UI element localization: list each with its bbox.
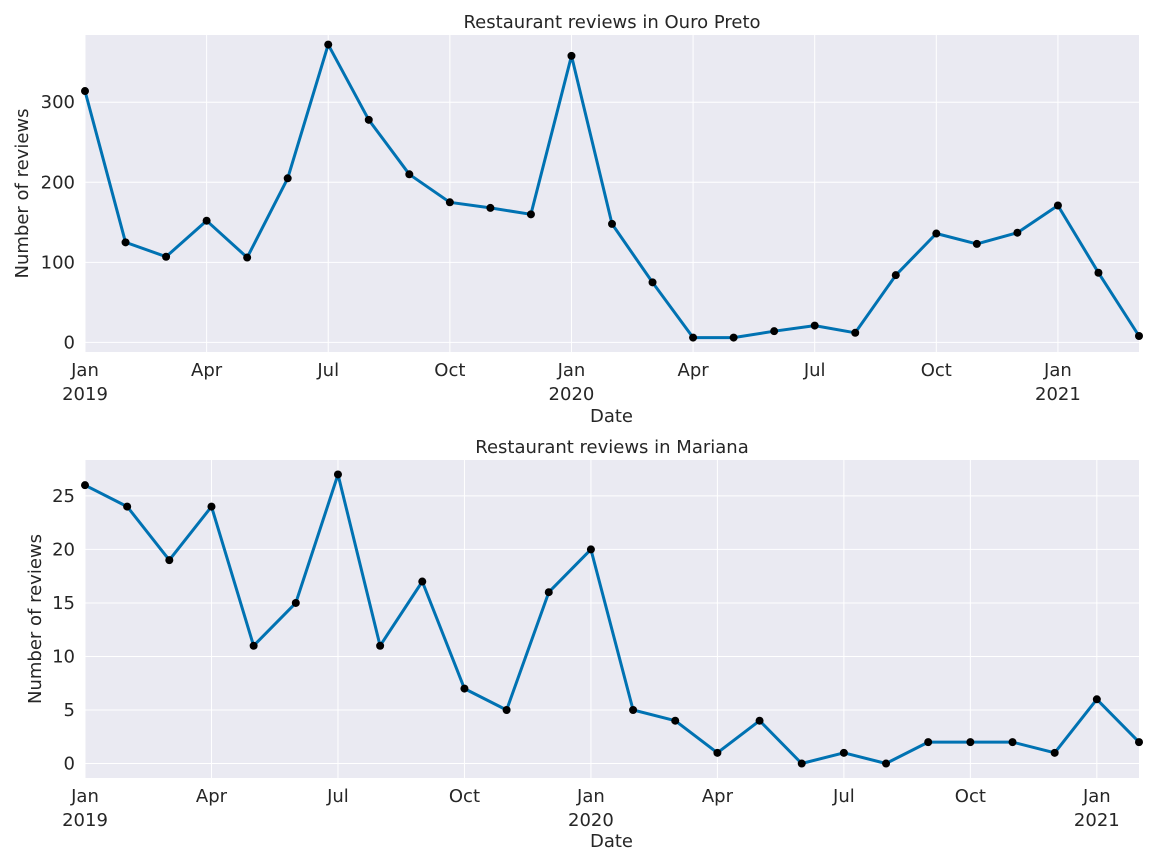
x-tick-label: Jan	[557, 360, 586, 381]
data-point	[1013, 228, 1022, 237]
data-point	[713, 748, 722, 757]
data-point	[586, 545, 595, 554]
data-point	[249, 641, 258, 650]
data-point	[839, 748, 848, 757]
data-point	[81, 481, 89, 490]
y-tick-label: 5	[64, 700, 75, 721]
data-point	[891, 271, 900, 280]
data-point	[671, 716, 680, 725]
y-axis-label: Number of reviews	[25, 534, 46, 704]
data-point	[1092, 695, 1101, 704]
x-tick-label: Jan	[1043, 360, 1072, 381]
data-point	[932, 229, 941, 238]
x-tick-label: Oct	[449, 786, 480, 807]
data-point	[689, 333, 698, 342]
data-point	[1050, 748, 1059, 757]
data-point	[81, 87, 89, 96]
data-point	[755, 716, 764, 725]
plot-area	[85, 35, 1139, 352]
data-point	[376, 641, 385, 650]
x-tick-label: Apr	[678, 360, 710, 381]
chart-ouro-preto: 0 100 200 300 Jan 2019 Apr Jul Oct Jan 2020 Apr Jul O…	[12, 12, 1143, 427]
data-point	[567, 51, 576, 60]
data-point	[202, 216, 211, 225]
x-tick-label: Oct	[921, 360, 952, 381]
x-tick-label: Oct	[434, 360, 465, 381]
data-point	[1135, 738, 1143, 747]
data-point	[486, 203, 495, 212]
plot-area	[85, 460, 1139, 778]
x-tick-year-label: 2019	[62, 384, 108, 405]
data-point	[608, 219, 616, 228]
data-point	[797, 759, 806, 768]
x-tick-label: Jan	[70, 360, 99, 381]
y-tick-label: 25	[52, 486, 75, 507]
data-point	[333, 470, 342, 479]
x-tick-label: Jul	[832, 786, 855, 807]
data-point	[648, 278, 657, 287]
data-point	[291, 598, 300, 607]
data-point	[770, 327, 779, 336]
data-point	[924, 738, 933, 747]
data-point	[526, 210, 535, 219]
data-point	[364, 115, 373, 124]
y-axis-label: Number of reviews	[12, 108, 33, 278]
data-point	[123, 502, 132, 511]
series-line	[83, 473, 1141, 765]
x-axis-label: Date	[590, 831, 633, 852]
data-point	[629, 706, 638, 715]
x-tick-label: Jan	[576, 786, 605, 807]
chart-title: Restaurant reviews in Mariana	[475, 437, 748, 458]
y-tick-label: 100	[41, 252, 75, 273]
x-tick-label: Apr	[196, 786, 228, 807]
x-tick-label: Jan	[1082, 786, 1111, 807]
data-point	[243, 253, 252, 262]
y-tick-label: 10	[52, 646, 75, 667]
x-tick-year-label: 2021	[1035, 384, 1081, 405]
data-point	[882, 759, 891, 768]
x-tick-label: Jan	[70, 786, 99, 807]
x-tick-label: Oct	[955, 786, 986, 807]
data-point	[405, 170, 414, 179]
x-tick-year-label: 2020	[549, 384, 595, 405]
data-point	[121, 238, 130, 247]
data-point	[1135, 331, 1143, 340]
data-point	[162, 252, 171, 261]
data-point	[851, 328, 860, 337]
x-tick-label: Jul	[326, 786, 349, 807]
x-axis-label: Date	[590, 406, 633, 427]
data-point	[207, 502, 216, 511]
x-tick-year-label: 2021	[1074, 810, 1120, 831]
data-point	[418, 577, 427, 586]
data-point	[324, 40, 333, 49]
data-point	[1008, 738, 1017, 747]
data-point	[972, 239, 981, 248]
x-tick-label: Jul	[803, 360, 826, 381]
x-tick-label: Jul	[316, 360, 339, 381]
data-point	[445, 198, 454, 207]
y-tick-label: 200	[41, 172, 75, 193]
data-point	[165, 556, 174, 565]
x-tick-label: Apr	[191, 360, 223, 381]
data-point	[810, 321, 819, 330]
data-point	[283, 174, 292, 183]
y-tick-label: 300	[41, 92, 75, 113]
chart-title: Restaurant reviews in Ouro Preto	[463, 12, 760, 33]
y-tick-label: 0	[64, 754, 75, 775]
data-point	[544, 588, 553, 597]
y-tick-label: 15	[52, 593, 75, 614]
data-point	[460, 684, 469, 693]
data-point	[1094, 268, 1103, 277]
x-tick-year-label: 2019	[62, 810, 108, 831]
chart-mariana: 0 5 10 15 20 25 Jan 2019 Apr Jul Oct Jan 2020 Apr Jul O…	[25, 437, 1143, 852]
data-point	[729, 333, 738, 342]
x-tick-year-label: 2020	[568, 810, 614, 831]
data-point	[502, 706, 511, 715]
data-point	[966, 738, 975, 747]
y-tick-label: 20	[52, 539, 75, 560]
x-tick-label: Apr	[702, 786, 734, 807]
y-tick-label: 0	[64, 332, 75, 353]
data-point	[1053, 201, 1062, 210]
